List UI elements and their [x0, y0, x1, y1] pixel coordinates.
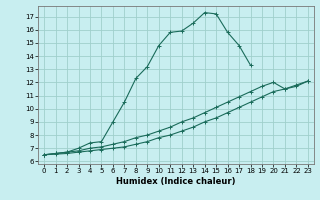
X-axis label: Humidex (Indice chaleur): Humidex (Indice chaleur) [116, 177, 236, 186]
